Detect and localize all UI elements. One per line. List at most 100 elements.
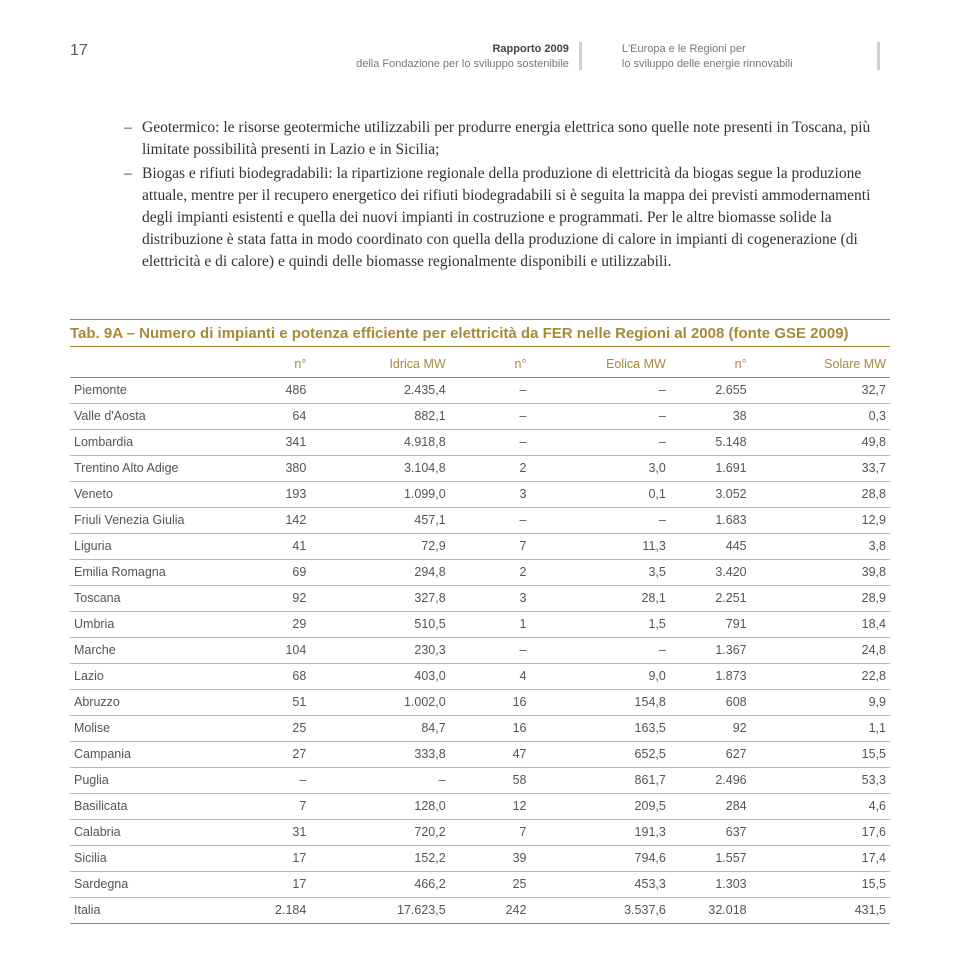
table-cell: 39 xyxy=(450,845,531,871)
table-cell: 17,4 xyxy=(751,845,890,871)
table-cell: 0,3 xyxy=(751,403,890,429)
col-header-solare: Solare MW xyxy=(751,353,890,378)
col-header-region xyxy=(70,353,230,378)
table-row: Sardegna17466,225453,31.30315,5 xyxy=(70,871,890,897)
table-cell: 12,9 xyxy=(751,507,890,533)
table-cell: Sicilia xyxy=(70,845,230,871)
table-cell: 17.623,5 xyxy=(310,897,449,923)
table-cell: 12 xyxy=(450,793,531,819)
table-cell: Lazio xyxy=(70,663,230,689)
table-cell: Veneto xyxy=(70,481,230,507)
table-cell: 17 xyxy=(230,845,311,871)
table-cell: 2.435,4 xyxy=(310,377,449,403)
table-cell: 92 xyxy=(230,585,311,611)
table-cell: 2 xyxy=(450,559,531,585)
table-cell: 49,8 xyxy=(751,429,890,455)
table-cell: 1.683 xyxy=(670,507,751,533)
table-cell: Emilia Romagna xyxy=(70,559,230,585)
table-cell: 32.018 xyxy=(670,897,751,923)
table-cell: Marche xyxy=(70,637,230,663)
table-cell: 3.052 xyxy=(670,481,751,507)
table-cell: 284 xyxy=(670,793,751,819)
table-cell: 16 xyxy=(450,715,531,741)
table-cell: 0,1 xyxy=(530,481,669,507)
table-cell: 72,9 xyxy=(310,533,449,559)
table-cell: 16 xyxy=(450,689,531,715)
table-cell: 2.496 xyxy=(670,767,751,793)
table-cell: 1.367 xyxy=(670,637,751,663)
table-head: n° Idrica MW n° Eolica MW n° Solare MW xyxy=(70,353,890,378)
page: 17 Rapporto 2009 della Fondazione per lo… xyxy=(0,0,960,974)
table-cell: – xyxy=(530,429,669,455)
table-cell: 3,8 xyxy=(751,533,890,559)
table-row: Sicilia17152,239794,61.55717,4 xyxy=(70,845,890,871)
table-cell: 28,9 xyxy=(751,585,890,611)
table-cell: 9,9 xyxy=(751,689,890,715)
header-center-block: Rapporto 2009 della Fondazione per lo sv… xyxy=(324,42,569,73)
table-cell: 1.691 xyxy=(670,455,751,481)
table-cell: Valle d'Aosta xyxy=(70,403,230,429)
table-cell: 1 xyxy=(450,611,531,637)
table-cell: 882,1 xyxy=(310,403,449,429)
table-cell: 32,7 xyxy=(751,377,890,403)
table-cell: Toscana xyxy=(70,585,230,611)
table-cell: 2.655 xyxy=(670,377,751,403)
table-cell: 1.303 xyxy=(670,871,751,897)
table-row: Marche104230,3––1.36724,8 xyxy=(70,637,890,663)
table-cell: 47 xyxy=(450,741,531,767)
table-cell: 333,8 xyxy=(310,741,449,767)
table-cell: 22,8 xyxy=(751,663,890,689)
table-cell: Umbria xyxy=(70,611,230,637)
table-cell: 3.537,6 xyxy=(530,897,669,923)
table-cell: 39,8 xyxy=(751,559,890,585)
table-row: Molise2584,716163,5921,1 xyxy=(70,715,890,741)
table-cell: – xyxy=(230,767,311,793)
table-cell: 18,4 xyxy=(751,611,890,637)
table-cell: 403,0 xyxy=(310,663,449,689)
table-row: Campania27333,847652,562715,5 xyxy=(70,741,890,767)
table-cell: 3 xyxy=(450,481,531,507)
table-row: Piemonte4862.435,4––2.65532,7 xyxy=(70,377,890,403)
foundation-line: della Fondazione per lo sviluppo sosteni… xyxy=(356,58,569,70)
table-cell: 720,2 xyxy=(310,819,449,845)
table-cell: – xyxy=(310,767,449,793)
table-cell: 486 xyxy=(230,377,311,403)
table-cell: 142 xyxy=(230,507,311,533)
table-cell: 31 xyxy=(230,819,311,845)
table-cell: 17 xyxy=(230,871,311,897)
table-cell: 25 xyxy=(230,715,311,741)
table-cell: 2.251 xyxy=(670,585,751,611)
table-cell: 2.184 xyxy=(230,897,311,923)
table-cell: 4.918,8 xyxy=(310,429,449,455)
table-cell: 128,0 xyxy=(310,793,449,819)
table-cell: 7 xyxy=(230,793,311,819)
table-cell: 154,8 xyxy=(530,689,669,715)
table-cell: Puglia xyxy=(70,767,230,793)
table-row: Lombardia3414.918,8––5.14849,8 xyxy=(70,429,890,455)
header-right-block: L'Europa e le Regioni per lo sviluppo de… xyxy=(622,42,867,73)
table-cell: 41 xyxy=(230,533,311,559)
table-row: Valle d'Aosta64882,1––380,3 xyxy=(70,403,890,429)
table-cell: 341 xyxy=(230,429,311,455)
header-separator xyxy=(579,42,582,70)
table-cell: 17,6 xyxy=(751,819,890,845)
page-number: 17 xyxy=(70,42,88,60)
table-cell: 15,5 xyxy=(751,741,890,767)
table-cell: 510,5 xyxy=(310,611,449,637)
table-cell: 92 xyxy=(670,715,751,741)
table-cell: 68 xyxy=(230,663,311,689)
table-cell: 3,0 xyxy=(530,455,669,481)
table-cell: 29 xyxy=(230,611,311,637)
body-text: Geotermico: le risorse geotermiche utili… xyxy=(124,117,890,273)
table-cell: 191,3 xyxy=(530,819,669,845)
col-header-n2: n° xyxy=(450,353,531,378)
table-body: Piemonte4862.435,4––2.65532,7Valle d'Aos… xyxy=(70,377,890,923)
table-cell: – xyxy=(450,403,531,429)
table-cell: Abruzzo xyxy=(70,689,230,715)
table-row: Emilia Romagna69294,823,53.42039,8 xyxy=(70,559,890,585)
table-cell: Italia xyxy=(70,897,230,923)
table-cell: 1.873 xyxy=(670,663,751,689)
table-cell: 327,8 xyxy=(310,585,449,611)
table-cell: 242 xyxy=(450,897,531,923)
table-cell: 53,3 xyxy=(751,767,890,793)
